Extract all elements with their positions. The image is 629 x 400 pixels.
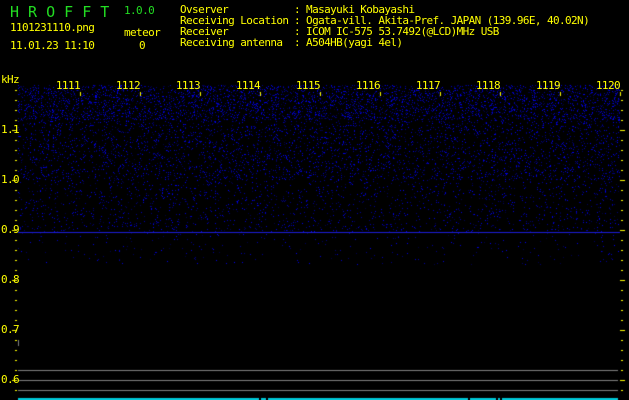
y-tick-label: 1.0: [1, 173, 20, 186]
x-tick-label: 1116: [355, 79, 381, 92]
info-label: Receiving Location: [180, 14, 289, 27]
y-tick-label: 0.7: [1, 323, 20, 336]
meteor-label: meteor: [124, 26, 161, 39]
x-tick-label: 1113: [175, 79, 201, 92]
y-tick-label: 0.8: [1, 273, 20, 286]
info-value: : A504HB(yagi 4el): [294, 36, 403, 49]
file-datetime: 11.01.23 11:10: [10, 39, 95, 52]
info-label: Receiver: [180, 25, 229, 38]
y-tick-label: 1.1: [1, 123, 20, 136]
y-tick-label: 0.9: [1, 223, 20, 236]
app-title: H R O F F T: [10, 3, 110, 21]
info-value: : Masayuki Kobayashi: [294, 3, 415, 16]
info-value: : Ogata-vill. Akita-Pref. JAPAN (139.96E…: [294, 14, 590, 27]
info-value: : ICOM IC-575 53.7492(@LCD)MHz USB: [294, 25, 499, 38]
x-tick-label: 1117: [415, 79, 441, 92]
info-label: Receiving antenna: [180, 36, 283, 49]
y-tick-label: 0.6: [1, 373, 20, 386]
app-version: 1.0.0: [124, 4, 155, 17]
meteor-count: 0: [139, 39, 146, 52]
x-tick-label: 1120: [595, 79, 621, 92]
x-tick-label: 1114: [235, 79, 261, 92]
x-tick-label: 1118: [475, 79, 501, 92]
file-name: 1101231110.png: [10, 21, 95, 34]
x-tick-label: 1115: [295, 79, 321, 92]
x-tick-label: 1112: [115, 79, 141, 92]
y-unit-label: kHz: [1, 73, 20, 86]
x-tick-label: 1111: [55, 79, 81, 92]
info-label: Ovserver: [180, 3, 229, 16]
x-tick-label: 1119: [535, 79, 561, 92]
